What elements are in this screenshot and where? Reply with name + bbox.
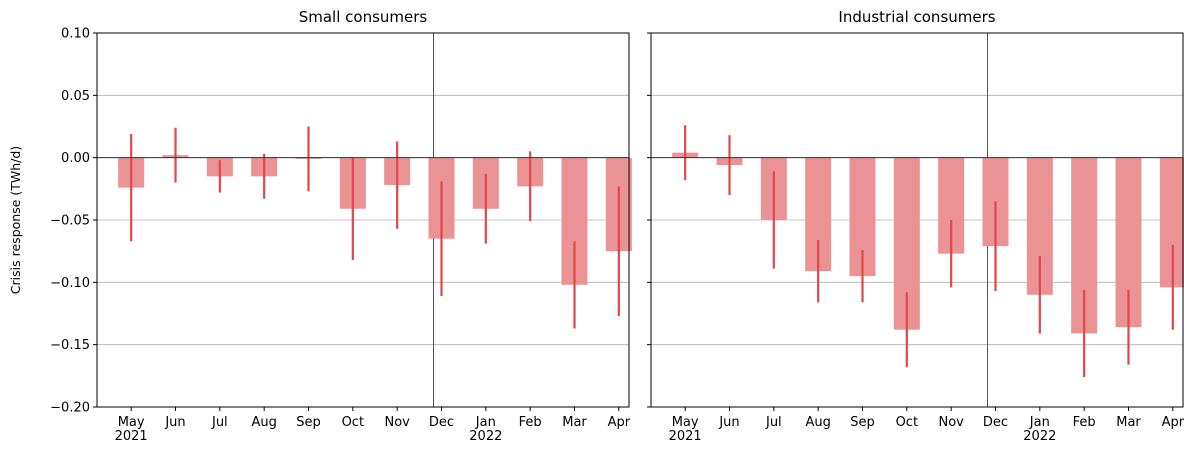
- plot-frame: [96, 32, 630, 408]
- y-tick-label: 0.00: [61, 151, 90, 166]
- x-tick-label: Apr: [607, 415, 631, 430]
- x-tick-label: May 2021: [114, 415, 148, 444]
- x-tick-label: Sep: [296, 415, 321, 430]
- x-tick-label: Oct: [341, 415, 365, 430]
- chart-title: Industrial consumers: [838, 8, 995, 26]
- x-tick-label: Jan 2022: [1023, 415, 1057, 444]
- x-tick-label: Feb: [1072, 415, 1096, 430]
- x-tick-label: Jun: [719, 415, 740, 430]
- x-tick-label: Nov: [384, 415, 410, 430]
- y-axis-label: Crisis response (TWh/d): [8, 146, 23, 294]
- x-tick-label: Aug: [805, 415, 831, 430]
- x-tick-label: Aug: [251, 415, 277, 430]
- x-tick-label: Mar: [562, 415, 587, 430]
- x-tick-label: Dec: [428, 415, 455, 430]
- x-tick-label: Jun: [165, 415, 186, 430]
- x-tick-label: Feb: [518, 415, 542, 430]
- y-tick-label: −0.15: [50, 338, 90, 353]
- y-tick-label: −0.10: [50, 276, 90, 291]
- x-tick-label: May 2021: [668, 415, 702, 444]
- y-tick-label: 0.05: [61, 89, 90, 104]
- plot-frame: [650, 32, 1184, 408]
- x-tick-label: Apr: [1161, 415, 1184, 430]
- x-tick-label: Dec: [982, 415, 1009, 430]
- y-tick-label: −0.20: [50, 401, 90, 416]
- x-tick-label: Jan 2022: [469, 415, 503, 444]
- y-tick-label: 0.10: [61, 27, 90, 42]
- chart-title: Small consumers: [299, 8, 428, 26]
- x-tick-label: Nov: [938, 415, 964, 430]
- x-tick-label: Jul: [211, 415, 228, 430]
- x-tick-label: Mar: [1116, 415, 1141, 430]
- x-tick-label: Jul: [765, 415, 782, 430]
- y-tick-label: −0.05: [50, 214, 90, 229]
- x-tick-label: Oct: [895, 415, 919, 430]
- x-tick-label: Sep: [850, 415, 875, 430]
